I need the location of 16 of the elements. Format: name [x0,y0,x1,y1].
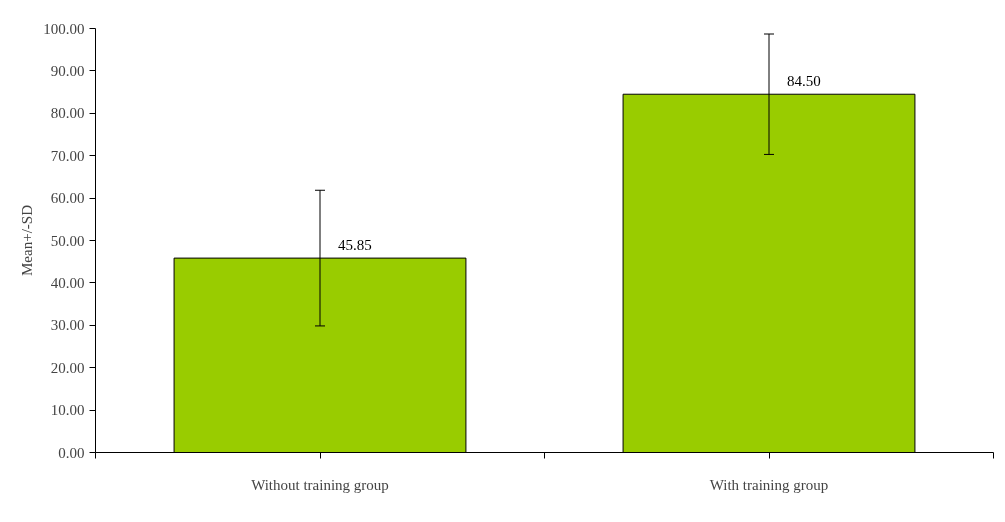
y-axis-title: Mean+/-SD [19,204,36,276]
y-tick-label: 80.00 [50,105,85,122]
y-tick-label: 30.00 [50,317,85,334]
y-tick-label: 90.00 [50,62,85,79]
y-tick-label: 0.00 [58,444,85,461]
y-tick-label: 10.00 [50,402,85,419]
y-tick-label: 100.00 [43,20,85,37]
x-tick-label: With training group [709,476,829,493]
data-label: 84.50 [786,73,821,90]
y-tick-label: 50.00 [50,232,85,249]
data-label: 45.85 [337,237,372,254]
x-tick-label: Without training group [251,476,389,493]
y-tick-label: 70.00 [50,147,85,164]
y-tick-label: 20.00 [50,359,85,376]
y-tick-label: 40.00 [50,274,85,291]
y-tick-label: 60.00 [50,190,85,207]
